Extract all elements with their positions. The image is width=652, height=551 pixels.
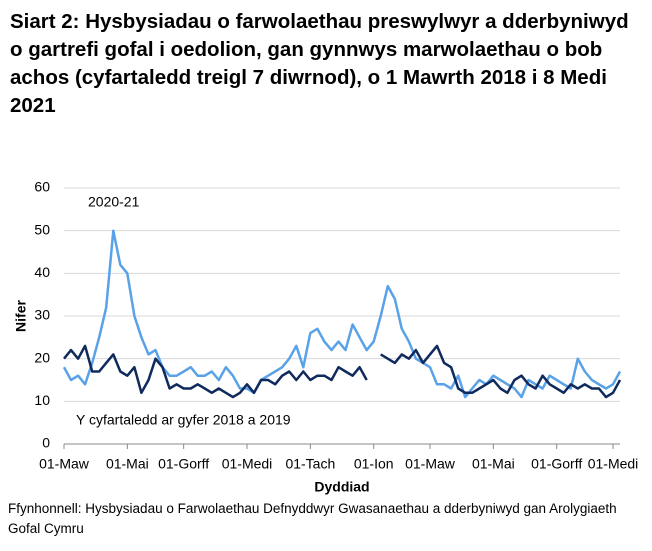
x-tick-label: 01-Mai xyxy=(472,456,515,472)
y-tick-label: 20 xyxy=(34,349,50,365)
y-tick-label: 60 xyxy=(34,179,50,195)
x-tick-label: 01-Gorff xyxy=(158,456,209,472)
y-tick-label: 30 xyxy=(34,307,50,323)
series-label: Y cyfartaledd ar gyfer 2018 a 2019 xyxy=(76,412,291,428)
series-line xyxy=(63,344,622,399)
y-tick-label: 10 xyxy=(34,392,50,408)
x-axis-title: Dyddiad xyxy=(314,479,369,495)
x-tick-label: 01-Maw xyxy=(39,456,90,472)
x-tick-label: 01-Ion xyxy=(354,456,394,472)
y-tick-label: 40 xyxy=(34,264,50,280)
source-note: Ffynhonnell: Hysbysiadau o Farwolaethau … xyxy=(8,501,617,536)
chart-title: Siart 2: Hysbysiadau o farwolaethau pres… xyxy=(10,10,629,117)
x-tick-label: 01-Medi xyxy=(588,456,639,472)
series-label: 2020-21 xyxy=(88,194,140,210)
y-tick-label: 50 xyxy=(34,221,50,237)
series-line xyxy=(62,229,622,399)
x-tick-label: 01-Tach xyxy=(285,456,335,472)
x-tick-label: 01-Gorff xyxy=(531,456,582,472)
y-axis-title: Nifer xyxy=(13,300,29,332)
x-tick-label: 01-Medi xyxy=(222,456,273,472)
x-tick-label: 01-Mai xyxy=(106,456,149,472)
x-tick-label: 01-Maw xyxy=(405,456,456,472)
y-tick-label: 0 xyxy=(42,435,50,451)
